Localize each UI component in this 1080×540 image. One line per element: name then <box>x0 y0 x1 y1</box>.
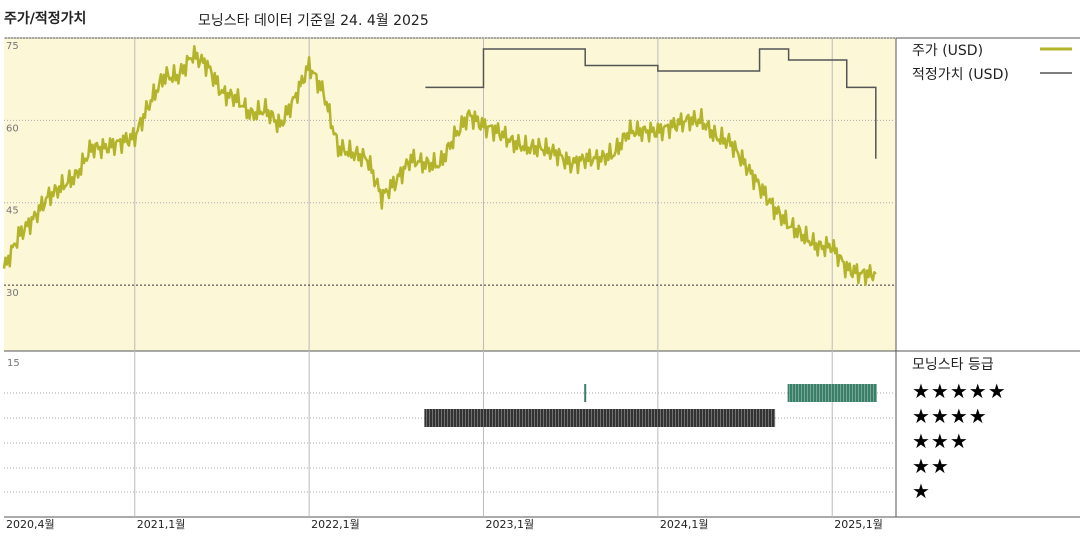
rating-legend-title: 모닝스타 등급 <box>912 357 994 373</box>
x-tick-label: 2021,1월 <box>137 518 186 531</box>
chart-subtitle: 모닝스타 데이터 기준일 24. 4월 2025 <box>198 13 429 29</box>
rating-bar-5-star <box>584 384 587 402</box>
y-tick-label: 60 <box>6 123 19 134</box>
y-tick-label: 30 <box>6 288 19 299</box>
x-tick-label: 2020,4월 <box>6 518 55 531</box>
y-tick-label: 45 <box>6 206 19 217</box>
star-row-4: ★★★★ <box>912 404 988 428</box>
star-row-5: ★★★★★ <box>912 379 1007 403</box>
star-row-2: ★★ <box>912 454 950 478</box>
star-row-1: ★ <box>912 479 931 503</box>
rating-axis-label: 15 <box>7 358 20 369</box>
x-tick-label: 2023,1월 <box>485 518 534 531</box>
x-tick-label: 2022,1월 <box>311 518 360 531</box>
chart-title: 주가/적정가치 <box>4 11 87 27</box>
legend-price-label: 주가 (USD) <box>912 43 984 59</box>
fair-value-series-line <box>425 48 877 159</box>
x-tick-label: 2025,1월 <box>834 518 883 531</box>
star-row-3: ★★★ <box>912 429 969 453</box>
rating-bar-5-star <box>787 384 877 402</box>
price-series-line <box>2 44 877 286</box>
legend-fair-value-label: 적정가치 (USD) <box>912 67 1009 83</box>
y-tick-label: 75 <box>6 41 19 52</box>
rating-bar-4-star <box>424 409 776 427</box>
x-tick-label: 2024,1월 <box>660 518 709 531</box>
